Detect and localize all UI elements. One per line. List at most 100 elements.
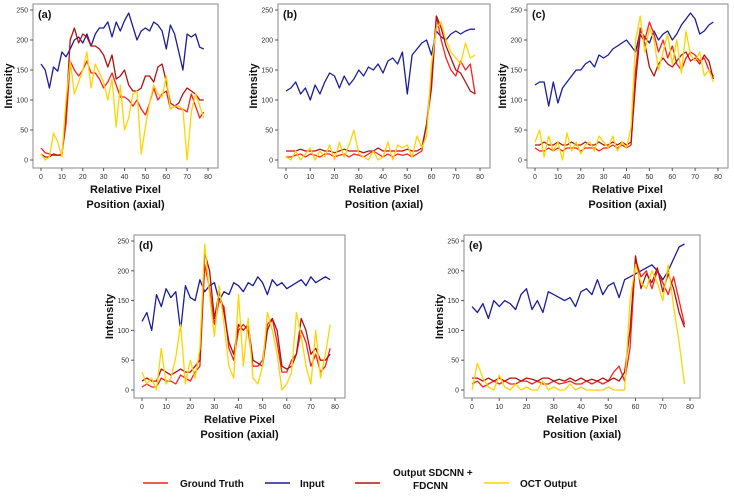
y-axis-label: Intensity bbox=[497, 63, 509, 109]
panel-label: (d) bbox=[139, 240, 153, 252]
y-tick-label: 250 bbox=[261, 8, 273, 15]
x-tick-label: 70 bbox=[659, 404, 667, 411]
x-tick-label: 70 bbox=[183, 174, 191, 181]
x-tick-label: 30 bbox=[600, 174, 608, 181]
y-tick-label: 0 bbox=[455, 388, 459, 395]
plot-frame bbox=[32, 3, 219, 169]
x-tick-label: 20 bbox=[577, 174, 585, 181]
y-tick-label: 200 bbox=[117, 268, 129, 275]
series-line-output bbox=[286, 15, 476, 154]
x-tick-label: 20 bbox=[186, 404, 194, 411]
series-line-input bbox=[40, 12, 205, 89]
x-tick-label: 60 bbox=[428, 174, 436, 181]
series-line-oct bbox=[40, 51, 205, 161]
x-axis-label: Relative Pixel bbox=[90, 184, 161, 196]
y-tick-label: 0 bbox=[24, 158, 28, 165]
y-tick-label: 150 bbox=[117, 298, 129, 305]
x-axis-label: Relative Pixel bbox=[349, 184, 420, 196]
series-line-oct bbox=[471, 264, 686, 391]
x-tick-label: 80 bbox=[714, 174, 722, 181]
x-tick-label: 60 bbox=[668, 174, 676, 181]
x-tick-label: 80 bbox=[204, 174, 212, 181]
y-tick-label: 50 bbox=[121, 358, 129, 365]
y-tick-label: 250 bbox=[16, 8, 28, 15]
series-line-input bbox=[141, 276, 331, 332]
y-tick-label: 200 bbox=[447, 268, 459, 275]
y-tick-label: 50 bbox=[514, 128, 522, 135]
y-tick-label: 200 bbox=[16, 38, 28, 45]
x-tick-label: 50 bbox=[604, 404, 612, 411]
x-axis-label: Relative Pixel bbox=[204, 414, 275, 426]
x-tick-label: 60 bbox=[632, 404, 640, 411]
y-tick-label: 200 bbox=[261, 38, 273, 45]
y-tick-label: 250 bbox=[510, 8, 522, 15]
y-tick-label: 0 bbox=[125, 388, 129, 395]
x-tick-label: 80 bbox=[331, 404, 339, 411]
x-tick-label: 40 bbox=[379, 174, 387, 181]
y-tick-label: 200 bbox=[510, 38, 522, 45]
x-axis-label: Relative Pixel bbox=[547, 414, 618, 426]
plot-frame bbox=[463, 234, 701, 399]
x-tick-label: 50 bbox=[645, 174, 653, 181]
x-tick-label: 60 bbox=[162, 174, 170, 181]
legend-item-input: Input bbox=[265, 479, 325, 490]
panel-label: (e) bbox=[469, 240, 483, 252]
y-tick-label: 100 bbox=[261, 98, 273, 105]
x-axis-label-line2: Position (axial) bbox=[345, 199, 424, 211]
panel-label: (a) bbox=[38, 9, 52, 21]
x-axis-label-line2: Position (axial) bbox=[588, 199, 667, 211]
series-line-oct bbox=[141, 243, 331, 391]
x-tick-label: 0 bbox=[140, 404, 144, 411]
x-tick-label: 40 bbox=[577, 404, 585, 411]
subplot-e: 0 50 100 150 200 250 0 10 20 30 40 50 60 70 80 (e) Relat… bbox=[434, 234, 701, 441]
y-tick-label: 150 bbox=[447, 298, 459, 305]
series-line-ground_truth bbox=[40, 60, 205, 156]
x-axis-label-line2: Position (axial) bbox=[200, 429, 279, 441]
subplot-a: 0 50 100 150 200 250 0 10 20 30 40 50 60 70 80 (a) Relat… bbox=[3, 3, 219, 211]
x-tick-label: 50 bbox=[259, 404, 267, 411]
y-tick-label: 100 bbox=[510, 98, 522, 105]
x-tick-label: 20 bbox=[523, 404, 531, 411]
x-axis-label-line2: Position (axial) bbox=[86, 199, 165, 211]
y-axis-label: Intensity bbox=[104, 293, 116, 339]
y-tick-label: 150 bbox=[510, 68, 522, 75]
x-tick-label: 50 bbox=[403, 174, 411, 181]
legend-label: OCT Output bbox=[520, 479, 577, 490]
y-tick-label: 250 bbox=[447, 239, 459, 246]
legend-label: Ground Truth bbox=[180, 479, 244, 490]
x-tick-label: 70 bbox=[452, 174, 460, 181]
legend-item-ground_truth: Ground Truth bbox=[143, 479, 244, 490]
y-axis-label: Intensity bbox=[3, 63, 15, 109]
plot-frame bbox=[277, 3, 491, 169]
y-tick-label: 100 bbox=[16, 98, 28, 105]
x-tick-label: 10 bbox=[495, 404, 503, 411]
panel-label: (b) bbox=[283, 9, 297, 21]
legend-label-line2: FDCNN bbox=[413, 481, 448, 492]
x-tick-label: 40 bbox=[623, 174, 631, 181]
y-tick-label: 150 bbox=[261, 68, 273, 75]
y-tick-label: 0 bbox=[518, 158, 522, 165]
y-tick-label: 100 bbox=[117, 328, 129, 335]
series-line-input bbox=[471, 243, 685, 320]
x-tick-label: 0 bbox=[284, 174, 288, 181]
x-tick-label: 0 bbox=[39, 174, 43, 181]
subplot-b: 0 50 100 150 200 250 0 10 20 30 40 50 60 70 80 (b) Relat… bbox=[248, 3, 491, 211]
x-tick-label: 30 bbox=[100, 174, 108, 181]
y-tick-label: 0 bbox=[269, 158, 273, 165]
x-axis-label: Relative Pixel bbox=[592, 184, 663, 196]
y-axis-label: Intensity bbox=[248, 63, 260, 109]
legend-label: Output SDCNN + bbox=[393, 468, 473, 479]
x-tick-label: 30 bbox=[550, 404, 558, 411]
x-axis-label-line2: Position (axial) bbox=[543, 429, 622, 441]
y-axis-label: Intensity bbox=[434, 293, 446, 339]
series-line-input bbox=[534, 12, 714, 107]
series-line-oct bbox=[534, 15, 715, 161]
y-tick-label: 250 bbox=[117, 239, 129, 246]
x-tick-label: 20 bbox=[79, 174, 87, 181]
legend: Ground Truth Input Output SDCNN + FDCNN OCT … bbox=[143, 468, 577, 492]
x-tick-label: 40 bbox=[121, 174, 129, 181]
x-tick-label: 10 bbox=[554, 174, 562, 181]
x-tick-label: 80 bbox=[686, 404, 694, 411]
y-tick-label: 50 bbox=[20, 128, 28, 135]
